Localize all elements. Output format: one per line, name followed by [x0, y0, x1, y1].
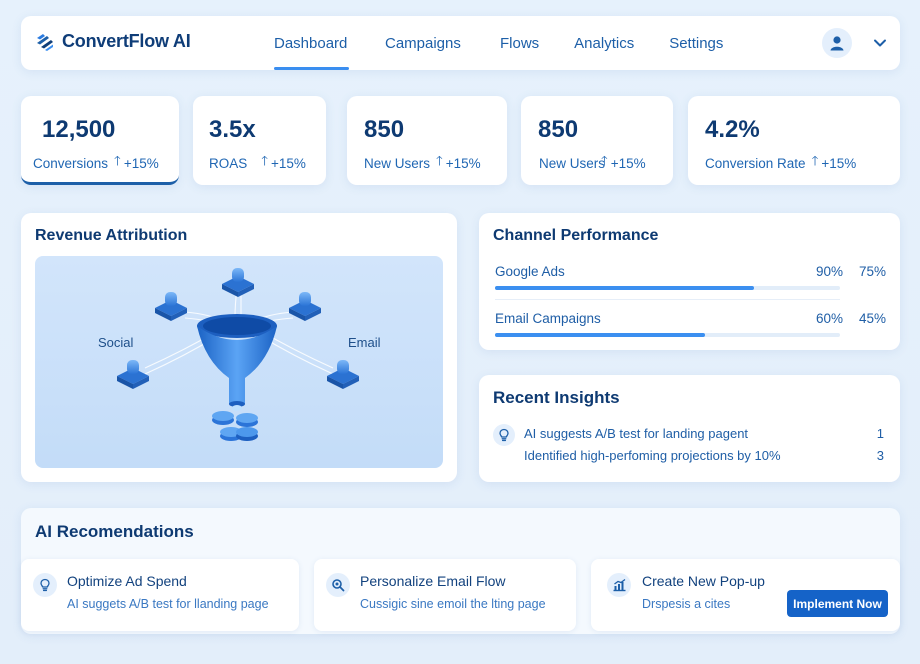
insight-item[interactable]: Identified high-perfoming projections by… [524, 448, 781, 463]
coin-stack [212, 411, 258, 441]
funnel-label-email: Email [348, 335, 381, 350]
nav-tab-flows[interactable]: Flows [500, 34, 540, 52]
kpi-value: 3.5x [209, 116, 256, 143]
kpi-card-new-users[interactable]: 850 New Users 🡑 +15% [347, 96, 507, 185]
arrow-up-icon: 🡑 [811, 153, 819, 168]
kpi-label-row: New Users 🡑 +15% [364, 152, 481, 174]
recommendation-card-personalize-email[interactable]: Personalize Email Flow Cussigic sine emo… [314, 559, 576, 631]
lightbulb-icon [493, 424, 515, 446]
funnel-graphic [117, 268, 359, 441]
kpi-label-row: New Users 🡑 +15% [539, 152, 646, 174]
progress-track [495, 286, 840, 290]
arrow-up-icon: 🡑 [601, 153, 608, 168]
kpi-label-row: Conversions 🡑 +15% [33, 152, 159, 174]
kpi-change: +15% [821, 155, 857, 171]
recommendation-title: Optimize Ad Spend [67, 573, 187, 589]
recent-insights-panel: Recent Insights AI suggests A/B test for… [479, 375, 900, 482]
kpi-card-conversions[interactable]: 12,500 Conversions 🡑 +15% [21, 96, 179, 185]
kpi-label-row: ROAS 🡑 +15% [209, 152, 306, 174]
kpi-label: ROAS [209, 155, 248, 171]
arrow-up-icon: 🡑 [261, 153, 269, 168]
kpi-change: +15% [123, 155, 159, 171]
chevron-down-icon[interactable] [872, 35, 888, 51]
ai-recommendations-panel: AI Recomendations Optimize Ad Spend AI s… [21, 508, 900, 634]
chart-icon [607, 573, 631, 597]
recommendation-title: Create New Pop-up [642, 573, 765, 589]
channel-performance-panel: Channel Performance Google Ads 90% 75% E… [479, 213, 900, 350]
recommendation-subtitle: AI suggets A/B test for llanding page [67, 597, 269, 611]
kpi-label: New Users [364, 155, 431, 171]
kpi-card-roas[interactable]: 3.5x ROAS 🡑 +15% [193, 96, 326, 185]
ai-recommendations-title: AI Recomendations [35, 522, 194, 541]
insight-item[interactable]: AI suggests A/B test for landing pagent [524, 426, 749, 441]
recent-insights-title: Recent Insights [493, 388, 620, 407]
nav-tab-dashboard[interactable]: Dashboard [274, 16, 349, 70]
channel-nodes [117, 268, 359, 389]
app-logo[interactable]: ConvertFlow AI [35, 31, 191, 52]
kpi-card-conversion-rate[interactable]: 4.2% Conversion Rate 🡑 +15% [688, 96, 900, 185]
progress-fill [495, 333, 706, 337]
channel-percent-1: 90% [816, 264, 844, 279]
channel-percent-2: 45% [859, 311, 887, 326]
kpi-label: New Users [539, 155, 606, 171]
recommendation-subtitle: Drspesis a cites [642, 597, 731, 611]
kpi-label: Conversions [33, 155, 109, 171]
nav-tab-campaigns[interactable]: Campaigns [385, 34, 461, 52]
progress-track [495, 333, 840, 337]
arrow-up-icon: 🡑 [436, 153, 443, 168]
channel-performance-title: Channel Performance [493, 227, 659, 244]
funnel-illustration: Social Email [35, 256, 443, 468]
search-icon [326, 573, 350, 597]
kpi-change: +15% [271, 155, 306, 171]
nav-tab-settings[interactable]: Settings [669, 34, 724, 52]
kpi-label: Conversion Rate [705, 155, 806, 171]
implement-now-button[interactable]: Implement Now [787, 590, 888, 617]
lightbulb-icon [33, 573, 57, 597]
user-icon [830, 36, 844, 51]
arrow-up-icon: 🡑 [114, 153, 121, 168]
nav-tab-analytics[interactable]: Analytics [574, 34, 635, 52]
channel-name: Email Campaigns [495, 311, 601, 326]
revenue-attribution-panel: Revenue Attribution [21, 213, 457, 482]
recommendation-subtitle: Cussigic sine emoil the lting page [360, 597, 546, 611]
kpi-value: 12,500 [42, 116, 116, 143]
channel-percent-2: 75% [859, 264, 887, 279]
channel-name: Google Ads [495, 264, 565, 279]
recommendation-card-optimize-ad-spend[interactable]: Optimize Ad Spend AI suggets A/B test fo… [21, 559, 299, 631]
recommendation-title: Personalize Email Flow [360, 573, 506, 589]
recommendation-card-create-popup[interactable]: Create New Pop-up Drspesis a cites Imple… [591, 559, 900, 631]
kpi-change: +15% [610, 155, 646, 171]
insight-count: 3 [876, 448, 884, 463]
kpi-change: +15% [445, 155, 481, 171]
kpi-card-new-users-2[interactable]: 850 New Users 🡑 +15% [521, 96, 673, 185]
insight-count: 1 [876, 426, 884, 441]
progress-fill [495, 286, 754, 290]
logo-icon [37, 33, 53, 51]
funnel-shape [197, 314, 277, 411]
revenue-attribution-title: Revenue Attribution [35, 227, 188, 244]
user-avatar[interactable] [822, 28, 852, 58]
kpi-value: 850 [538, 116, 579, 143]
kpi-value: 4.2% [705, 116, 760, 143]
top-navigation-bar: ConvertFlow AI Dashboard Campaigns Flows… [21, 16, 900, 70]
channel-percent-1: 60% [816, 311, 844, 326]
kpi-value: 850 [364, 116, 405, 143]
funnel-label-social: Social [98, 335, 134, 350]
main-nav: Dashboard Campaigns Flows Analytics Sett… [274, 16, 723, 70]
divider [495, 299, 840, 300]
kpi-label-row: Conversion Rate 🡑 +15% [705, 152, 856, 174]
app-name: ConvertFlow AI [62, 31, 191, 51]
